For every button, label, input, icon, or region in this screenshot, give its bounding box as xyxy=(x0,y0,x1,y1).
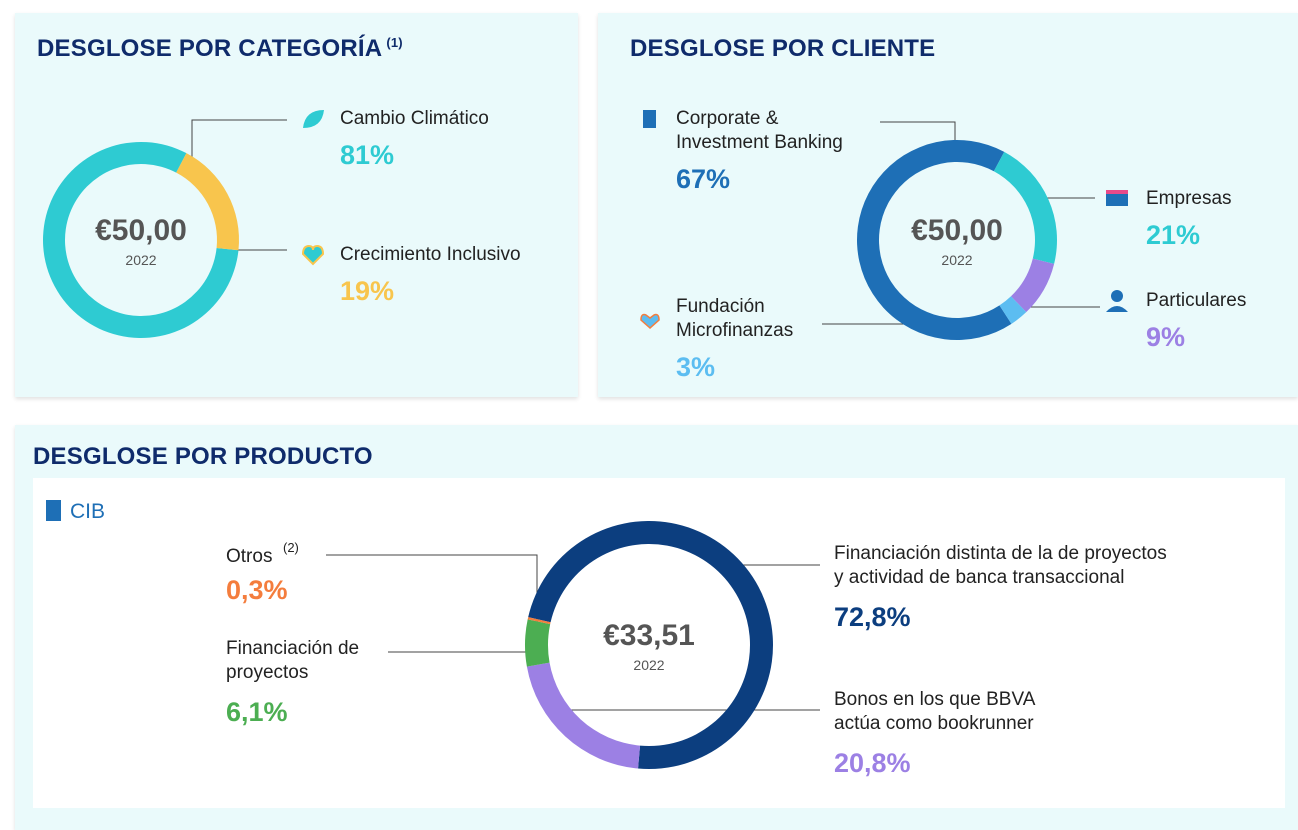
value-label: 67% xyxy=(676,164,731,194)
category-label: Particulares xyxy=(1146,290,1247,311)
leader-line xyxy=(326,554,538,622)
panel-category xyxy=(15,13,578,397)
person-icon xyxy=(1111,290,1123,302)
category-label: Financiación de proyectos xyxy=(226,638,360,683)
category-label: Empresas xyxy=(1146,188,1232,209)
donut-segment xyxy=(525,619,551,667)
title-text: DESGLOSE POR CLIENTE xyxy=(630,35,936,62)
value-label: 19% xyxy=(340,276,395,306)
value-label: 3% xyxy=(676,352,716,382)
value-label: 72,8% xyxy=(834,602,911,632)
category-label: Corporate & Investment Banking xyxy=(676,108,843,153)
center-value: €50,00 xyxy=(95,214,187,247)
title-text: DESGLOSE POR CATEGORÍA xyxy=(37,35,383,62)
center-value: €33,51 xyxy=(603,619,695,652)
value-label: 21% xyxy=(1146,220,1201,250)
value-label: 20,8% xyxy=(834,748,911,778)
chart-title: DESGLOSE POR PRODUCTO xyxy=(33,443,373,471)
donut-segment xyxy=(999,296,1027,324)
center-year: 2022 xyxy=(941,252,973,268)
donut-segment xyxy=(1010,258,1055,313)
chart-title: DESGLOSE POR CATEGORÍA (1) xyxy=(37,35,403,63)
chart-title: DESGLOSE POR CLIENTE xyxy=(630,35,935,63)
value-label: 9% xyxy=(1146,322,1186,352)
category-label: Bonos en los que BBVA actúa como bookrun… xyxy=(834,689,1036,734)
hands-icon xyxy=(640,313,660,330)
title-note: (1) xyxy=(386,35,403,50)
center-year: 2022 xyxy=(125,252,157,268)
center-value: €50,00 xyxy=(911,214,1003,247)
donut-segment xyxy=(993,151,1057,264)
category-label: Financiación distinta de la de proyectos… xyxy=(834,543,1167,588)
donut-segment xyxy=(857,140,1012,341)
person-body xyxy=(1106,306,1128,312)
category-label: Fundación Microfinanzas xyxy=(676,296,794,341)
heart-icon xyxy=(301,244,325,266)
shop-icon xyxy=(1106,192,1128,206)
donut-segment xyxy=(527,617,551,625)
donut-segment xyxy=(176,153,239,251)
category-label: Cambio Climático xyxy=(340,108,489,129)
label-note: (2) xyxy=(283,540,299,555)
shop-awning xyxy=(1106,190,1128,194)
donut-segment xyxy=(526,662,641,769)
leaf-icon xyxy=(303,110,324,128)
category-label: Crecimiento Inclusivo xyxy=(340,244,521,265)
title-text: DESGLOSE POR PRODUCTO xyxy=(33,443,373,470)
building-icon xyxy=(643,110,656,128)
leader-line xyxy=(880,121,956,148)
center-year: 2022 xyxy=(633,657,665,673)
leader-line xyxy=(191,119,287,170)
value-label: 0,3% xyxy=(226,575,288,605)
value-label: 81% xyxy=(340,140,395,170)
category-label: Otros xyxy=(226,546,273,567)
value-label: 6,1% xyxy=(226,697,288,727)
subtitle: CIB xyxy=(70,500,106,523)
building-icon xyxy=(46,500,61,521)
